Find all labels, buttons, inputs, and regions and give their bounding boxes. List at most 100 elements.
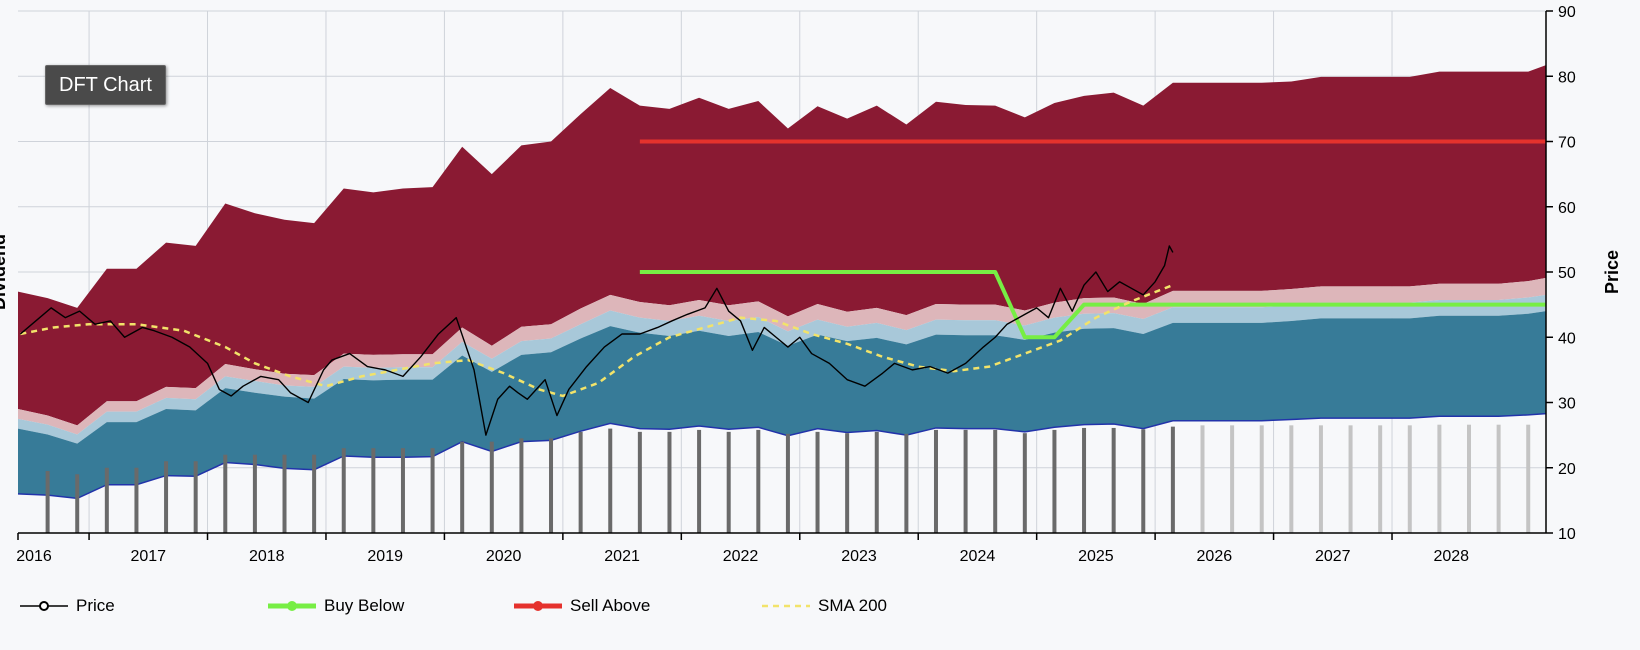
dividend-bar-actual xyxy=(578,431,583,533)
legend-label-buy-below: Buy Below xyxy=(324,596,405,615)
dividend-bar-actual xyxy=(460,441,465,533)
legend-item-buy-below[interactable]: Buy Below xyxy=(268,593,404,619)
x-tick-label: 2027 xyxy=(1315,548,1351,565)
dividend-bar-estimate xyxy=(1407,425,1412,533)
dividend-bar-actual xyxy=(1022,433,1027,533)
x-tick-label: 2017 xyxy=(130,548,166,565)
dividend-bar-actual xyxy=(430,448,435,533)
dividend-bar-estimate xyxy=(1259,425,1264,533)
y-tick-label: 60 xyxy=(1558,200,1576,217)
sma-200-line xyxy=(20,283,1174,398)
buy-below-line xyxy=(639,270,1546,340)
dividend-bar-actual xyxy=(667,431,672,533)
dividend-bar-actual xyxy=(371,448,376,533)
dividend-bar-actual xyxy=(637,431,642,533)
dividend-bar-estimate xyxy=(1289,425,1294,533)
x-tick-label: 2022 xyxy=(723,548,759,565)
dividend-bar-estimate xyxy=(1526,424,1531,533)
buy-below-line-icon xyxy=(268,601,316,611)
dividend-bar-actual xyxy=(519,438,524,533)
dividend-bar-actual xyxy=(549,438,554,533)
y-tick-label: 20 xyxy=(1558,461,1576,478)
y-tick-label: 10 xyxy=(1558,526,1576,543)
dividend-bar-actual xyxy=(104,467,109,533)
legend-label-sma-200: SMA 200 xyxy=(818,596,887,615)
x-tick-label: 2023 xyxy=(841,548,877,565)
dividend-bar-actual xyxy=(341,448,346,533)
band-pink xyxy=(18,277,1546,435)
legend-item-sma-200[interactable]: SMA 200 xyxy=(762,593,887,619)
x-tick-label: 2016 xyxy=(16,548,52,565)
band-top xyxy=(18,65,1546,426)
dividend-bars xyxy=(45,424,1531,533)
dividend-bar-estimate xyxy=(1230,425,1235,533)
dividend-bar-actual xyxy=(1141,429,1146,533)
sell-above-line-icon xyxy=(514,601,562,611)
x-tick-label: 2020 xyxy=(486,548,522,565)
band-teal xyxy=(18,311,1546,499)
dividend-bar-actual xyxy=(874,431,879,533)
y-axis-title-right: Price xyxy=(1602,250,1622,294)
dividend-bar-actual xyxy=(223,454,228,533)
dividend-bar-estimate xyxy=(1378,425,1383,533)
dividend-bar-actual xyxy=(489,441,494,533)
dividend-bar-actual xyxy=(726,431,731,533)
y-tick-label: 40 xyxy=(1558,330,1576,347)
dividend-bar-actual xyxy=(815,431,820,533)
dividend-bar-actual xyxy=(252,454,257,533)
y-tick-label: 90 xyxy=(1558,4,1576,21)
price-line-icon xyxy=(20,601,68,611)
x-tick-label: 2028 xyxy=(1433,548,1469,565)
chart-title-badge[interactable]: DFT Chart xyxy=(45,65,166,105)
dividend-bar-actual xyxy=(134,467,139,533)
dividend-bar-actual xyxy=(1170,426,1175,533)
dividend-bar-actual xyxy=(164,461,169,533)
dividend-bar-actual xyxy=(993,429,998,533)
sma-200-dash-icon xyxy=(762,604,810,608)
price-line xyxy=(19,245,1174,436)
dividend-bar-actual xyxy=(756,429,761,533)
dividend-bar-actual xyxy=(963,429,968,533)
x-tick-label: 2019 xyxy=(367,548,403,565)
dividend-bar-actual xyxy=(312,454,317,533)
dividend-bar-actual xyxy=(697,429,702,533)
dividend-bar-estimate xyxy=(1348,425,1353,533)
y-tick-label: 80 xyxy=(1558,69,1576,86)
x-tick-label: 2026 xyxy=(1197,548,1233,565)
dividend-bar-estimate xyxy=(1437,424,1442,533)
dividend-bar-actual xyxy=(45,471,50,533)
dividend-bar-actual xyxy=(193,461,198,533)
series-lines xyxy=(19,139,1546,436)
x-tick-label: 2018 xyxy=(249,548,285,565)
dividend-bar-actual xyxy=(1111,427,1116,533)
legend-label-price: Price xyxy=(76,596,115,615)
dividend-bar-actual xyxy=(1082,427,1087,533)
x-tick-label: 2025 xyxy=(1078,548,1114,565)
dividend-bar-actual xyxy=(904,433,909,533)
dividend-bar-estimate xyxy=(1200,425,1205,533)
x-tick-label: 2021 xyxy=(604,548,640,565)
dividend-bar-estimate xyxy=(1496,424,1501,533)
dividend-bar-actual xyxy=(933,429,938,533)
dividend-bar-actual xyxy=(785,433,790,533)
y-tick-label: 30 xyxy=(1558,396,1576,413)
dividend-bar-estimate xyxy=(1467,424,1472,533)
legend-item-sell-above[interactable]: Sell Above xyxy=(514,593,650,619)
dividend-bar-actual xyxy=(845,433,850,533)
legend-label-sell-above: Sell Above xyxy=(570,596,651,615)
dividend-bar-actual xyxy=(282,454,287,533)
dividend-bar-estimate xyxy=(1318,425,1323,533)
axes: 10 20 30 40 50 60 70 80 90 2016 2017 2018 2019 2020 20… xyxy=(16,4,1576,565)
legend: Price Buy Below Sell Above SMA 200 xyxy=(20,593,1020,621)
dividend-bar-actual xyxy=(75,474,80,533)
y-tick-label: 70 xyxy=(1558,135,1576,152)
legend-item-price[interactable]: Price xyxy=(20,593,115,619)
y-axis-title-left: Dividend xyxy=(0,234,9,310)
dividend-bar-actual xyxy=(1052,429,1057,533)
valuation-bands xyxy=(17,65,1547,500)
x-tick-label: 2024 xyxy=(960,548,996,565)
dividend-bar-actual xyxy=(400,448,405,533)
y-tick-label: 50 xyxy=(1558,265,1576,282)
band-light-blue xyxy=(18,294,1546,444)
